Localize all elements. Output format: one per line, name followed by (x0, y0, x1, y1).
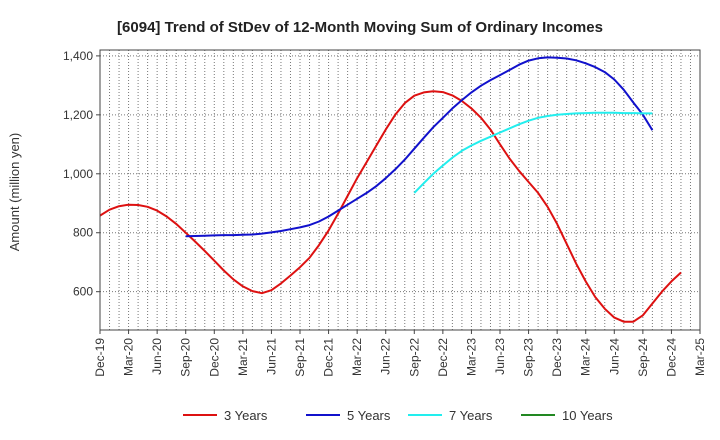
y-tick-label: 1,000 (63, 167, 93, 181)
x-axis: Dec-19 Mar-20 Jun-20 Sep-20 Dec-20 Mar-21 Jun-… (93, 330, 707, 377)
series-line-7-years (413, 111, 653, 194)
x-tick-label: Sep-22 (407, 338, 421, 377)
x-tick-label: Jun-20 (150, 338, 164, 375)
x-tick-label: Mar-22 (350, 338, 364, 376)
x-tick-label: Mar-21 (236, 338, 250, 376)
y-tick-label: 1,200 (63, 108, 93, 122)
x-tick-label: Dec-24 (664, 338, 678, 377)
legend-label: 5 Years (347, 408, 391, 423)
series-line-5-years (185, 56, 654, 238)
x-tick-label: Dec-21 (322, 338, 336, 377)
x-tick-label: Jun-21 (264, 338, 278, 375)
x-tick-label: Dec-22 (436, 338, 450, 377)
y-tick-label: 600 (73, 285, 93, 299)
grid (100, 50, 700, 330)
x-tick-label: Dec-20 (207, 338, 221, 377)
legend-label: 3 Years (224, 408, 268, 423)
x-tick-label: Mar-20 (122, 338, 136, 376)
y-tick-label: 800 (73, 226, 93, 240)
x-tick-label: Mar-24 (579, 338, 593, 376)
x-tick-label: Sep-20 (179, 338, 193, 377)
x-tick-label: Dec-19 (93, 338, 107, 377)
x-tick-label: Mar-25 (693, 338, 707, 376)
x-tick-label: Jun-24 (607, 338, 621, 375)
y-axis: 600 800 1,000 1,200 1,400 (63, 49, 100, 299)
series-lines (99, 56, 682, 323)
y-axis-label: Amount (million yen) (7, 133, 22, 252)
x-tick-label: Jun-23 (493, 338, 507, 375)
legend: 3 Years 5 Years 7 Years 10 Years (183, 408, 613, 423)
y-tick-label: 1,400 (63, 49, 93, 63)
legend-label: 10 Years (562, 408, 613, 423)
series-line-3-years (99, 90, 682, 323)
x-tick-label: Sep-21 (293, 338, 307, 377)
legend-label: 7 Years (449, 408, 493, 423)
x-tick-label: Jun-22 (379, 338, 393, 375)
x-tick-label: Sep-24 (636, 338, 650, 377)
x-tick-label: Dec-23 (550, 338, 564, 377)
x-tick-label: Mar-23 (464, 338, 478, 376)
chart-title: [6094] Trend of StDev of 12-Month Moving… (117, 19, 603, 36)
x-tick-label: Sep-23 (522, 338, 536, 377)
plot-frame (99, 49, 701, 331)
